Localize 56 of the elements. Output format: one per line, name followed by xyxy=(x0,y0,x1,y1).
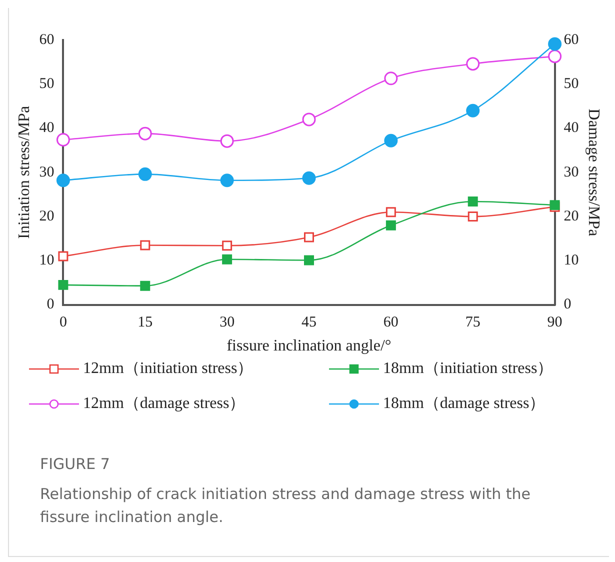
point xyxy=(384,134,398,148)
y-tick-label: 10 xyxy=(39,252,54,269)
legend-label: 18mm（damage stress） xyxy=(383,394,546,414)
point xyxy=(468,212,478,222)
point xyxy=(58,251,68,262)
x-axis-title: fissure inclination angle/° xyxy=(226,338,392,355)
point xyxy=(548,50,562,64)
point xyxy=(56,132,70,146)
legend-label: 12mm（damage stress） xyxy=(83,394,246,414)
y2-axis-title: Damage stress/MPa xyxy=(585,108,602,236)
x-tick-label: 75 xyxy=(465,314,480,331)
y2-tick-label: 30 xyxy=(564,164,579,180)
point xyxy=(56,174,70,188)
y2-tick-label: 40 xyxy=(564,120,579,136)
point xyxy=(304,255,314,266)
x-tick-label: 30 xyxy=(220,314,235,331)
x-tick-label: 0 xyxy=(59,314,67,331)
text: FIGURE 7 xyxy=(40,455,110,473)
text: Relationship of crack initiation stress and damage stress with the fissure inclination angle. xyxy=(40,484,532,528)
point xyxy=(220,134,234,148)
x-tick-label: 90 xyxy=(547,314,562,331)
point xyxy=(466,57,480,71)
y2-tick-label: 20 xyxy=(564,208,579,224)
y-tick-label: 60 xyxy=(39,32,54,48)
point xyxy=(58,280,68,290)
point xyxy=(138,167,152,181)
x-tick-label: 15 xyxy=(138,314,153,331)
x-tick-label: 45 xyxy=(302,314,316,331)
point xyxy=(384,72,398,86)
point xyxy=(138,126,152,140)
y-tick-label: 0 xyxy=(46,296,54,313)
x-tick-label: 60 xyxy=(383,314,398,331)
y2-tick-label: 60 xyxy=(564,32,579,48)
y-axis-title: Initiation stress/MPa xyxy=(16,106,33,239)
point xyxy=(220,174,234,188)
y-tick-label: 20 xyxy=(39,208,54,224)
y2-tick-label: 10 xyxy=(564,252,579,269)
legend-label: 12mm（initiation stress） xyxy=(83,359,254,379)
point xyxy=(468,196,478,207)
y2-tick-label: 50 xyxy=(564,76,579,92)
point xyxy=(302,112,316,126)
point xyxy=(222,254,232,264)
point xyxy=(386,220,396,230)
point xyxy=(548,37,562,51)
y2-tick-label: 0 xyxy=(564,296,572,313)
y-tick-label: 50 xyxy=(39,76,54,92)
point xyxy=(302,171,316,185)
point xyxy=(140,280,150,291)
y-tick-label: 30 xyxy=(39,164,54,180)
y-tick-label: 40 xyxy=(39,120,54,136)
legend-label: 18mm（initiation stress） xyxy=(383,359,554,379)
point xyxy=(386,207,396,218)
point xyxy=(222,240,232,251)
point xyxy=(304,232,314,242)
point xyxy=(466,104,480,118)
point xyxy=(140,240,150,250)
